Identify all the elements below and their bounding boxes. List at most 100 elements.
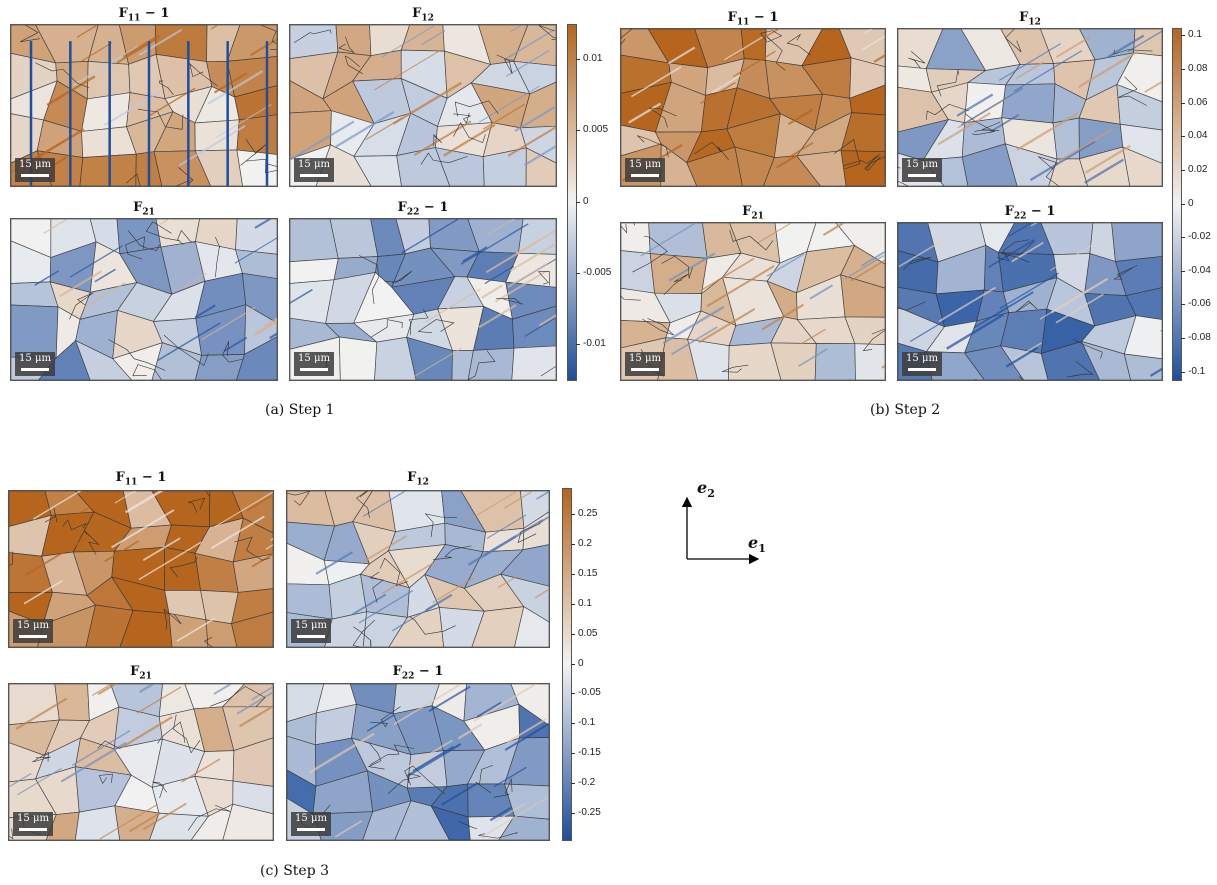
strain-map-f12: 15 μm <box>897 28 1163 187</box>
panel-title-f12: F12 <box>412 6 434 24</box>
colorbar-tick-label: 0.06 <box>1180 96 1208 108</box>
colorbar-tick-label: 0.01 <box>575 52 603 64</box>
strain-map-f22: 15 μm <box>286 683 550 841</box>
colorbar-tick-label: 0.1 <box>571 597 592 609</box>
strain-map-f21: 15 μm <box>8 683 274 841</box>
strain-map-f22: 15 μm <box>289 218 557 381</box>
scale-bar-line <box>19 635 47 638</box>
strain-field-graphic <box>898 29 1162 186</box>
colorbar-tick-label: -0.01 <box>576 338 606 350</box>
strain-map-f12: 15 μm <box>286 490 550 648</box>
panel-title-f21: F21 <box>742 204 764 222</box>
axes-arrows-icon <box>681 496 760 565</box>
scale-bar: 15 μm <box>902 158 942 182</box>
colorbar-tick-label: 0.02 <box>1180 163 1208 175</box>
scale-bar-line <box>300 174 328 177</box>
scale-bar-line <box>297 635 325 638</box>
panel-title-f12: F12 <box>407 470 429 488</box>
colorbar-tick-label: -0.15 <box>571 747 601 759</box>
colorbar-tick-label: 0.2 <box>571 537 592 549</box>
strain-map-f21: 15 μm <box>620 222 886 381</box>
colorbar-step-3 <box>562 488 572 841</box>
strain-map-f21: 15 μm <box>10 218 278 381</box>
scale-bar-line <box>631 174 659 177</box>
panel-title-f22: F22 − 1 <box>397 200 449 218</box>
scale-bar-line <box>300 368 328 371</box>
scale-bar-label: 15 μm <box>17 813 49 824</box>
panel-title-f11: F11 − 1 <box>727 10 779 28</box>
scale-bar-line <box>21 368 49 371</box>
strain-field-graphic <box>898 223 1162 380</box>
panel-title-f11: F11 − 1 <box>118 6 170 24</box>
colorbar-tick-label: 0.15 <box>570 567 598 579</box>
colorbar-step-1 <box>567 24 577 381</box>
colorbar-tick-label: 0.05 <box>570 627 598 639</box>
caption-step-1: (a) Step 1 <box>265 402 335 418</box>
scale-bar-label: 15 μm <box>298 353 330 364</box>
colorbar-tick-label: -0.1 <box>1180 365 1206 377</box>
scale-bar-label: 15 μm <box>19 159 51 170</box>
scale-bar-line <box>631 368 659 371</box>
scale-bar: 15 μm <box>15 158 55 182</box>
scale-bar: 15 μm <box>291 812 331 836</box>
colorbar-tick-label: -0.05 <box>571 687 601 699</box>
panel-title-f21: F21 <box>130 664 152 682</box>
scale-bar-line <box>19 828 47 831</box>
strain-field-graphic <box>621 223 885 380</box>
colorbar-tick-label: 0.005 <box>575 124 609 136</box>
panel-title-f22: F22 − 1 <box>392 664 444 682</box>
colorbar-step-2 <box>1172 28 1182 381</box>
scale-bar: 15 μm <box>294 158 334 182</box>
panel-title-f12: F12 <box>1019 10 1041 28</box>
colorbar-tick-label: -0.25 <box>571 807 601 819</box>
scale-bar-line <box>21 174 49 177</box>
strain-map-f11: 15 μm <box>620 28 886 187</box>
strain-field-graphic <box>11 219 277 380</box>
scale-bar-label: 15 μm <box>298 159 330 170</box>
caption-step-2: (b) Step 2 <box>870 402 941 418</box>
panel-title-f22: F22 − 1 <box>1004 204 1056 222</box>
scale-bar: 15 μm <box>294 352 334 376</box>
scale-bar-label: 15 μm <box>906 353 938 364</box>
axis-label-e2: e2 <box>697 478 715 501</box>
colorbar-tick-label: -0.08 <box>1181 331 1211 343</box>
strain-map-f11: 15 μm <box>10 24 278 187</box>
strain-field-graphic <box>287 491 549 647</box>
colorbar-tick-label: -0.005 <box>575 266 612 278</box>
colorbar-tick-label: 0.1 <box>1181 29 1202 41</box>
colorbar-tick-label: 0.04 <box>1180 130 1208 142</box>
colorbar-tick-label: -0.06 <box>1181 298 1211 310</box>
strain-field-graphic <box>287 684 549 840</box>
colorbar-tick-label: 0.08 <box>1180 63 1208 75</box>
strain-field-graphic <box>290 219 556 380</box>
scale-bar-line <box>908 368 936 371</box>
strain-map-f22: 15 μm <box>897 222 1163 381</box>
scale-bar-label: 15 μm <box>629 159 661 170</box>
strain-map-f11: 15 μm <box>8 490 274 648</box>
axis-label-e1: e1 <box>748 533 766 556</box>
scale-bar-line <box>297 828 325 831</box>
scale-bar-line <box>908 174 936 177</box>
scale-bar-label: 15 μm <box>17 620 49 631</box>
scale-bar: 15 μm <box>625 352 665 376</box>
colorbar-tick-label: 0 <box>576 195 589 207</box>
scale-bar: 15 μm <box>902 352 942 376</box>
colorbar-tick-label: -0.1 <box>570 717 596 729</box>
colorbar-tick-label: -0.2 <box>570 777 596 789</box>
colorbar-tick-label: -0.02 <box>1181 231 1211 243</box>
strain-map-f12: 15 μm <box>289 24 557 187</box>
colorbar-tick-label: 0.25 <box>570 507 598 519</box>
scale-bar: 15 μm <box>291 619 331 643</box>
strain-field-graphic <box>621 29 885 186</box>
strain-field-graphic <box>290 25 556 186</box>
scale-bar-label: 15 μm <box>19 353 51 364</box>
colorbar-tick-label: 0 <box>571 657 584 669</box>
scale-bar-label: 15 μm <box>906 159 938 170</box>
strain-field-graphic <box>9 491 273 647</box>
scale-bar-label: 15 μm <box>295 620 327 631</box>
caption-step-3: (c) Step 3 <box>260 863 330 879</box>
scale-bar-label: 15 μm <box>295 813 327 824</box>
scale-bar: 15 μm <box>625 158 665 182</box>
scale-bar-label: 15 μm <box>629 353 661 364</box>
panel-title-f21: F21 <box>133 200 155 218</box>
